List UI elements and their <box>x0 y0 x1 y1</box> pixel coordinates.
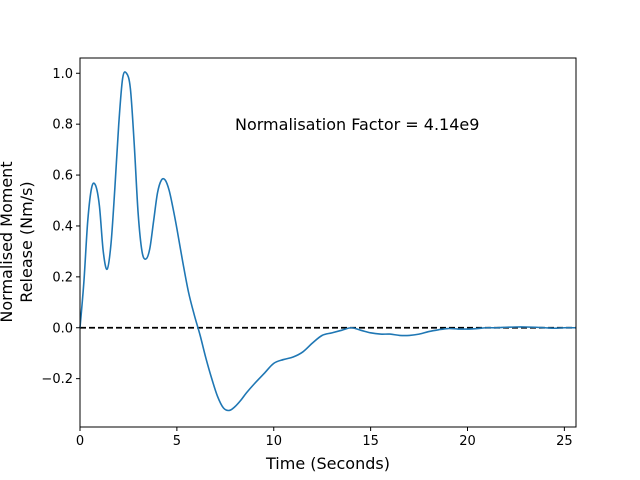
x-tick-label: 5 <box>173 434 181 449</box>
x-axis-ticks: 0 5 10 15 20 25 <box>76 427 573 449</box>
y-tick-label: 0.0 <box>52 321 73 336</box>
series-layer <box>79 71 577 412</box>
x-axis-label: Time (Seconds) <box>265 454 390 473</box>
y-tick-label: 0.2 <box>52 270 73 285</box>
x-tick-label: 0 <box>76 434 84 449</box>
y-axis-ticks: −0.2 0.0 0.2 0.4 0.6 0.8 1.0 <box>41 67 80 387</box>
x-tick-label: 25 <box>556 434 573 449</box>
y-tick-label: 0.8 <box>52 118 73 133</box>
x-tick-label: 20 <box>459 434 476 449</box>
normalisation-factor-annotation: Normalisation Factor = 4.14e9 <box>235 115 479 134</box>
y-tick-label: 1.0 <box>52 67 73 82</box>
plot-frame <box>79 57 577 428</box>
moment-release-line <box>79 71 577 412</box>
x-tick-label: 10 <box>265 434 282 449</box>
y-tick-label: −0.2 <box>41 372 73 387</box>
y-tick-label: 0.6 <box>52 169 73 184</box>
y-axis-label-line-1: Normalised Moment <box>0 161 16 322</box>
y-tick-label: 0.4 <box>52 219 73 234</box>
x-tick-label: 15 <box>362 434 379 449</box>
plot-area <box>80 58 576 427</box>
y-axis-label-line-2: Release (Nm/s) <box>17 181 36 302</box>
y-axis-label: Normalised Moment Release (Nm/s) <box>0 161 36 322</box>
